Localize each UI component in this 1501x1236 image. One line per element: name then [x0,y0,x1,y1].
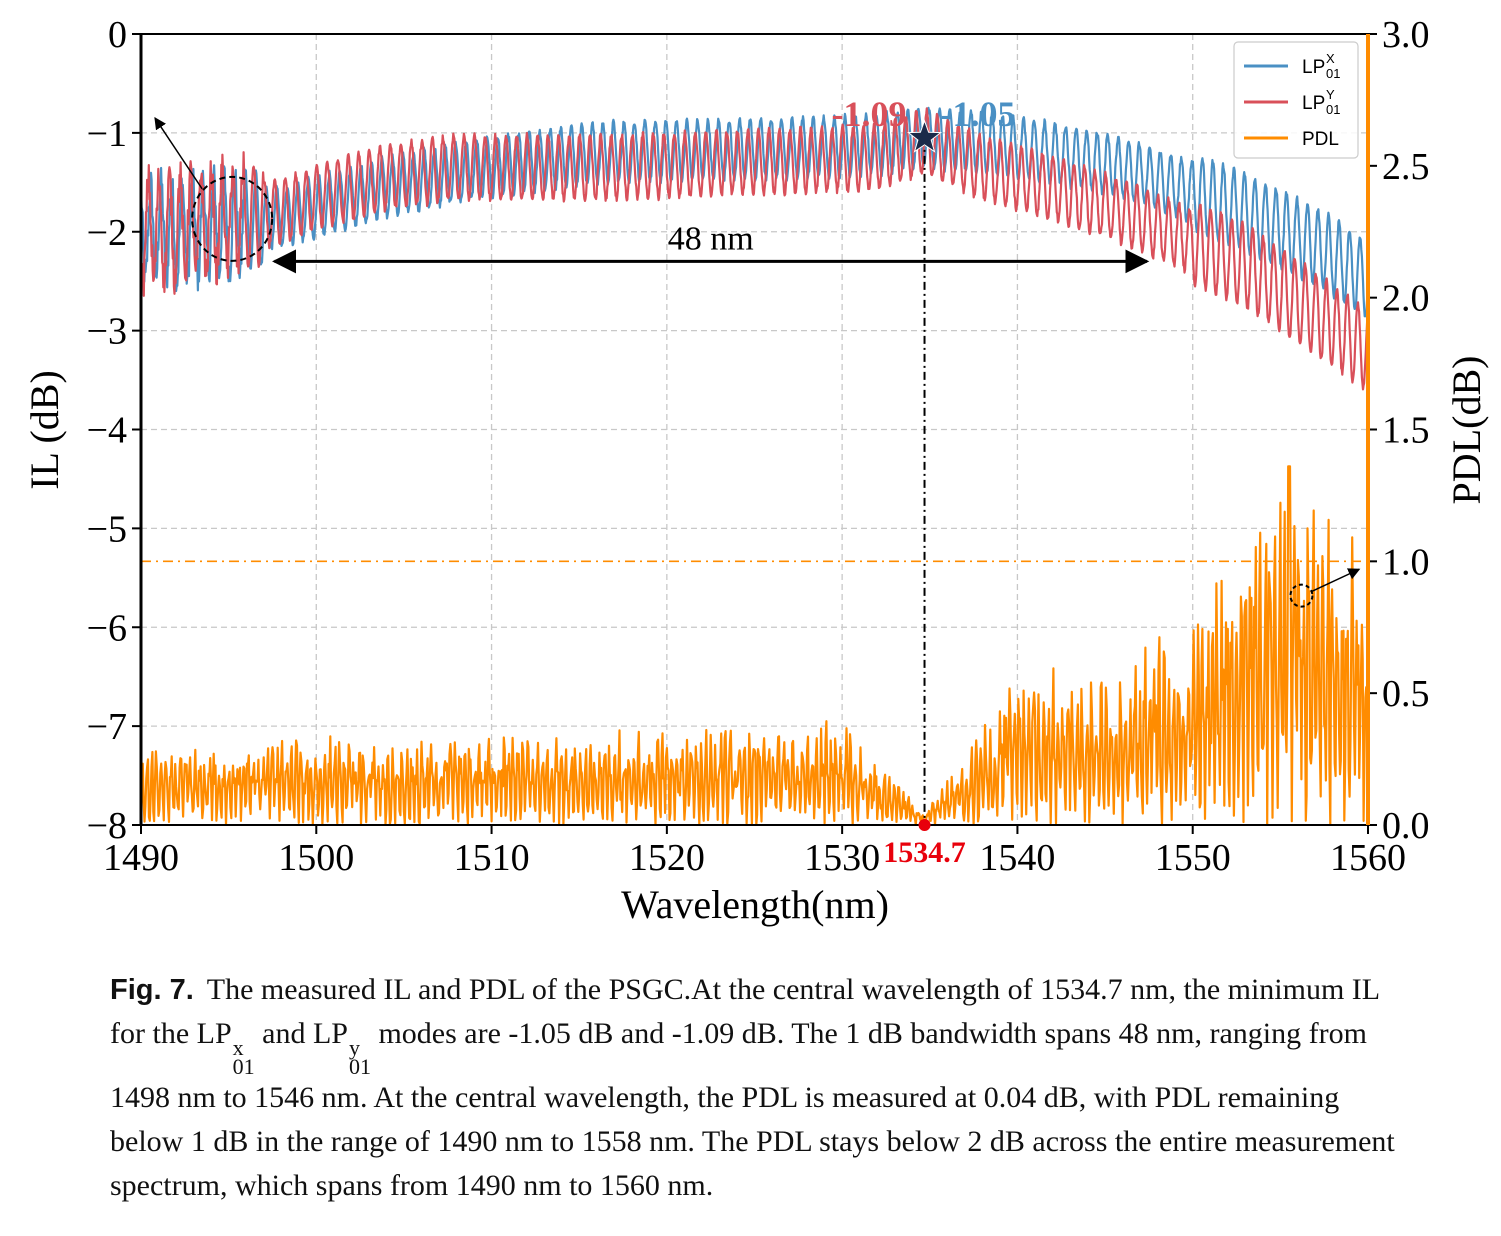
x-tick-label: 1560 [1330,837,1406,879]
x-tick-label: 1510 [454,837,530,879]
x-axis-label: Wavelength(nm) [621,882,889,927]
annotation-ly-min: -1.09 [832,94,907,134]
caption-label: Fig. 7. [110,974,194,1006]
annotation-lx-min: -1.05 [941,94,1016,134]
legend-sub-LP01X: 01 [1326,66,1340,81]
bandwidth-label: 48 nm [668,220,754,257]
series-layer [139,106,1370,827]
y-left-tick-label: −5 [87,508,127,550]
annotations: -1.09 -1.05 48 nm 1534.7 [154,94,1361,869]
center-wavelength-label: 1534.7 [883,836,966,869]
y-right-tick-label: 2.5 [1382,146,1430,188]
series-LP01X [139,106,1370,318]
x-tick-label: 1520 [629,837,705,879]
x-tick-label: 1530 [804,837,880,879]
legend-label-LP01Y: LP [1302,93,1325,114]
x-tick-label: 1540 [979,837,1055,879]
min-il-star-marker [907,119,943,153]
caption-lp-x-sup: x [232,1035,244,1060]
center-wavelength-dot [918,819,931,831]
y-left-tick-label: −6 [87,607,127,649]
y-axis-right-label: PDL(dB) [1444,356,1489,505]
y-left-tick-label: −3 [87,311,127,353]
y-right-tick-label: 0.5 [1382,673,1430,715]
y-right-tick-label: 3.0 [1382,14,1430,56]
right-zoom-circle [1289,583,1314,608]
caption-lp-x-sub: 01 [232,1054,255,1079]
y-left-tick-label: −1 [87,113,127,155]
series-LP01Y [139,107,1370,391]
x-tick-label: 1490 [103,837,179,879]
grid-lines [141,34,1368,825]
legend-sup-LP01X: X [1326,51,1335,66]
legend-sup-LP01Y: Y [1326,87,1335,102]
caption-text-1: The measured IL and PDL of the PSGC.At t… [110,973,1380,1050]
left-zoom-arrow [154,117,203,190]
right-zoom-arrow [1311,568,1361,593]
caption-lp-x: x 01 [232,1012,255,1079]
il-pdl-chart: 1490 1500 1510 1520 1530 1540 1550 1560 0 −1 −2 −3 −… [22,14,1489,927]
axes [132,33,1377,834]
y-left-tick-label: −7 [87,706,127,748]
caption-text-3: modes are -1.05 dB and -1.09 dB. The 1 d… [110,1017,1395,1202]
caption-text-2: and LP [262,1017,348,1050]
y-right-tick-label: 2.0 [1382,278,1430,320]
legend-sub-LP01Y: 01 [1326,102,1340,117]
y-right-tick-label: 0.0 [1382,805,1430,847]
x-tick-label: 1500 [278,837,354,879]
tick-labels: 1490 1500 1510 1520 1530 1540 1550 1560 0 −1 −2 −3 −… [87,14,1430,879]
caption-lp-y: y 01 [348,1012,371,1079]
figure-caption: Fig. 7. The measured IL and PDL of the P… [110,968,1420,1208]
caption-lp-y-sub: 01 [348,1054,371,1079]
caption-lp-y-sup: y [348,1035,360,1060]
x-tick-label: 1550 [1155,837,1231,879]
legend-box [1233,41,1359,159]
series-PDL [139,465,1370,827]
y-right-tick-label: 1.0 [1382,541,1430,583]
y-right-tick-label: 1.5 [1382,410,1430,452]
legend-label-PDL: PDL [1302,129,1339,150]
y-left-tick-label: −8 [87,805,127,847]
y-left-tick-label: −2 [87,212,127,254]
left-zoom-circle [191,175,274,262]
legend-label-LP01X: LP [1302,57,1325,78]
y-left-tick-label: 0 [108,14,127,56]
y-left-tick-label: −4 [87,410,127,452]
y-axis-left-label: IL (dB) [22,370,67,490]
